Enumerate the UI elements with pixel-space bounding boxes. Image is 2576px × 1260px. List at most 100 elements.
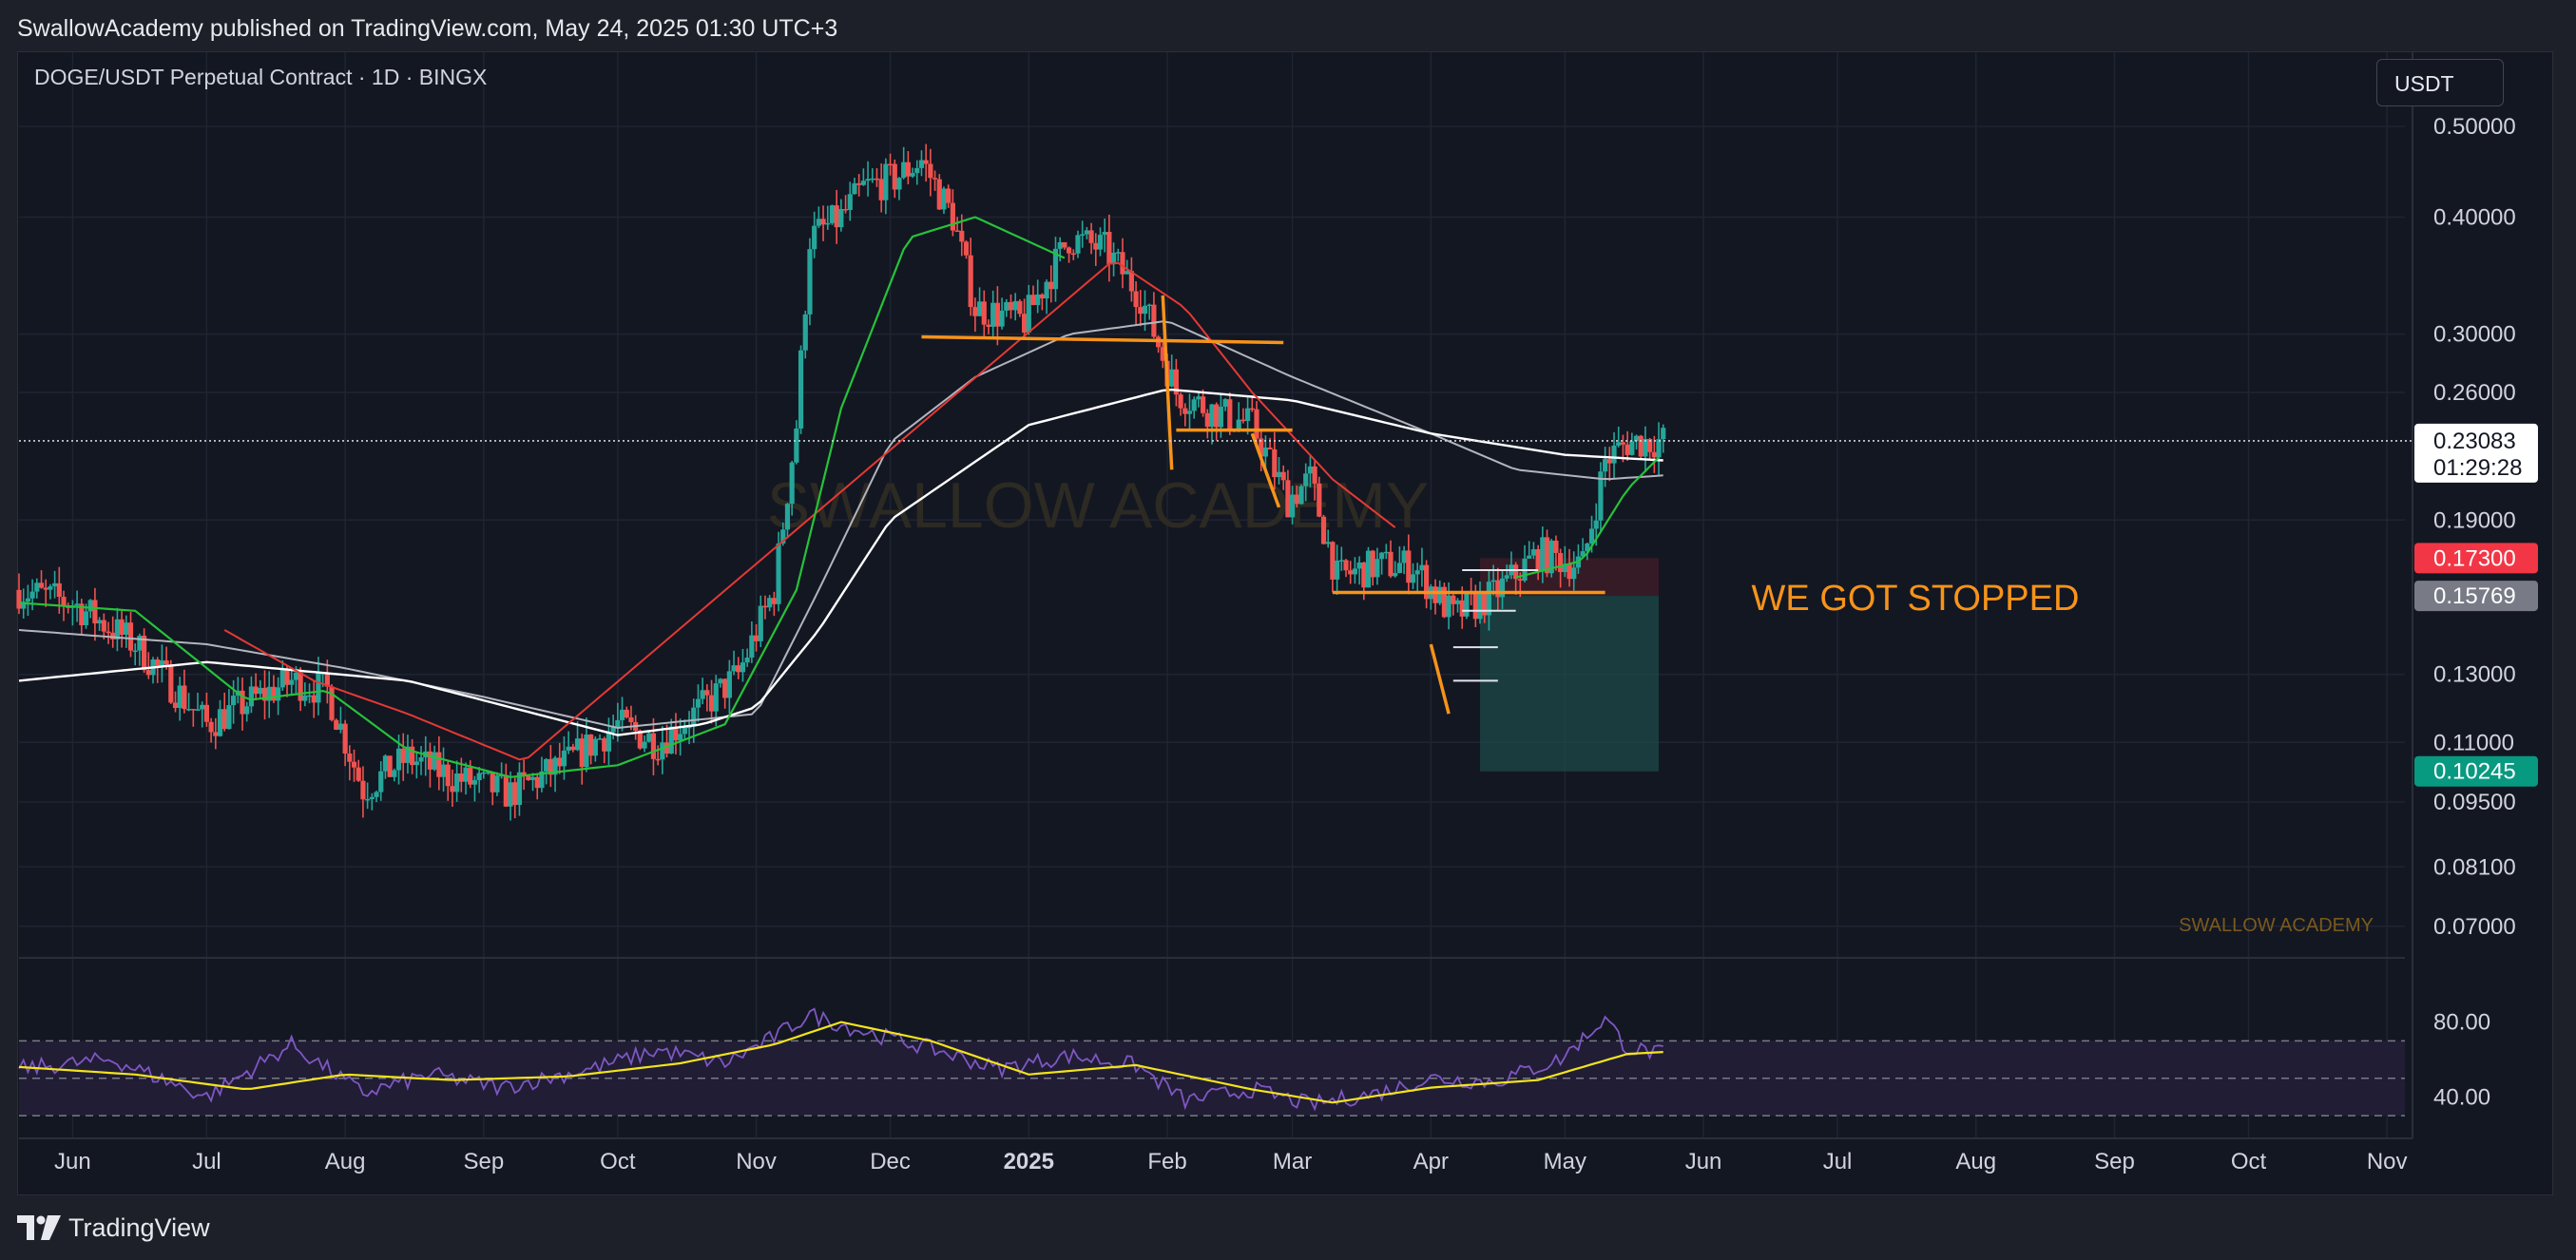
candle-body [1240, 419, 1246, 422]
candle-body [570, 746, 576, 751]
candle-body [387, 755, 393, 777]
candle-body [1638, 435, 1644, 457]
candle-body [1499, 578, 1506, 598]
candle-body [445, 764, 451, 787]
candle-body [83, 611, 89, 626]
candle-body [708, 695, 715, 712]
candle-body [142, 635, 147, 671]
candle-body [106, 631, 111, 634]
candle-body [615, 719, 621, 728]
chart-frame[interactable] [17, 51, 2553, 1195]
candle-body [293, 672, 299, 680]
candle-body [1200, 396, 1206, 413]
price-tick-1: 0.40000 [2433, 204, 2516, 230]
candle-body [798, 350, 804, 429]
candle-body [812, 225, 817, 250]
candle-body [163, 660, 169, 665]
candle-body [1294, 494, 1299, 505]
candle-body [145, 670, 151, 676]
candle-body [1320, 516, 1327, 544]
candle-body [668, 726, 674, 754]
candle-body [1272, 449, 1278, 478]
candle-body [454, 773, 460, 792]
rsi-tick-1: 40.00 [2433, 1084, 2490, 1110]
candle-body [1535, 548, 1541, 572]
candle-body [1437, 586, 1443, 603]
candle-body [195, 709, 201, 711]
candle-body [1004, 301, 1009, 311]
tradingview-brand[interactable]: TradingView [17, 1209, 210, 1247]
candle-body [557, 757, 563, 767]
candle-body [1656, 439, 1662, 458]
candle-body [1182, 408, 1188, 414]
candle-body [678, 734, 683, 741]
candle-body [1527, 555, 1532, 559]
candle-body [1647, 438, 1653, 452]
candle-body [1410, 574, 1416, 583]
candle-body [731, 665, 737, 672]
price-tick-5: 0.13000 [2433, 662, 2516, 688]
candle-body [1186, 410, 1193, 414]
candle-body [820, 219, 826, 225]
time-tick-4: Oct [600, 1149, 636, 1174]
candle-body [552, 757, 558, 775]
candle-body [650, 733, 657, 759]
watermark-corner: SWALLOW ACADEMY [2179, 915, 2374, 936]
candle-body [794, 428, 799, 463]
rsi-pane [18, 1007, 2405, 1117]
target-zone [1480, 596, 1660, 772]
candle-body [25, 598, 31, 602]
candle-body [1218, 406, 1224, 428]
brand-label: TradingView [68, 1212, 210, 1242]
candle-body [753, 635, 759, 641]
currency-button[interactable]: USDT [2376, 59, 2504, 106]
candle-body [1048, 281, 1054, 290]
candle-body [910, 173, 915, 177]
candle-body [56, 582, 62, 598]
candle-body [190, 709, 196, 711]
candle-body [213, 732, 219, 736]
candle-body [999, 310, 1005, 327]
candle-body [856, 182, 862, 185]
candle-body [258, 687, 263, 695]
candle-body [1312, 466, 1317, 484]
candle-body [351, 761, 357, 768]
candle-body [1361, 562, 1367, 588]
candle-body [624, 709, 629, 717]
tradingview-logo-icon [17, 1215, 61, 1240]
candle-body [1352, 568, 1358, 575]
candle-body [360, 780, 366, 800]
candle-body [208, 721, 214, 733]
candle-body [968, 255, 973, 308]
candle-body [628, 716, 634, 722]
candle-body [1276, 471, 1282, 478]
time-tick-1: Jul [192, 1149, 221, 1174]
candle-body [1441, 586, 1448, 618]
time-tick-13: Jul [1823, 1149, 1853, 1174]
candle-body [838, 208, 844, 228]
candle-body [413, 761, 419, 766]
candle-body [1106, 232, 1112, 265]
candle-body [1254, 409, 1259, 439]
candle-body [1138, 307, 1144, 315]
price-tick-7: 0.09500 [2433, 790, 2516, 815]
candle-body [1585, 543, 1590, 552]
candle-body [101, 620, 106, 632]
candle-body [548, 758, 553, 775]
candle-body [132, 650, 138, 653]
candle-body [1120, 252, 1125, 275]
candle-body [1454, 600, 1461, 604]
stop-loss-badge-bg [2414, 543, 2538, 574]
time-tick-15: Sep [2094, 1149, 2135, 1174]
candle-body [923, 160, 929, 164]
candle-body [97, 620, 103, 624]
candle-body [468, 767, 473, 785]
candle-body [726, 671, 732, 698]
candle-body [458, 773, 464, 782]
candle-body [1486, 582, 1492, 616]
candle-body [1620, 442, 1626, 445]
candle-body [432, 752, 437, 770]
candle-body [744, 658, 750, 663]
price-tick-8: 0.08100 [2433, 854, 2516, 880]
